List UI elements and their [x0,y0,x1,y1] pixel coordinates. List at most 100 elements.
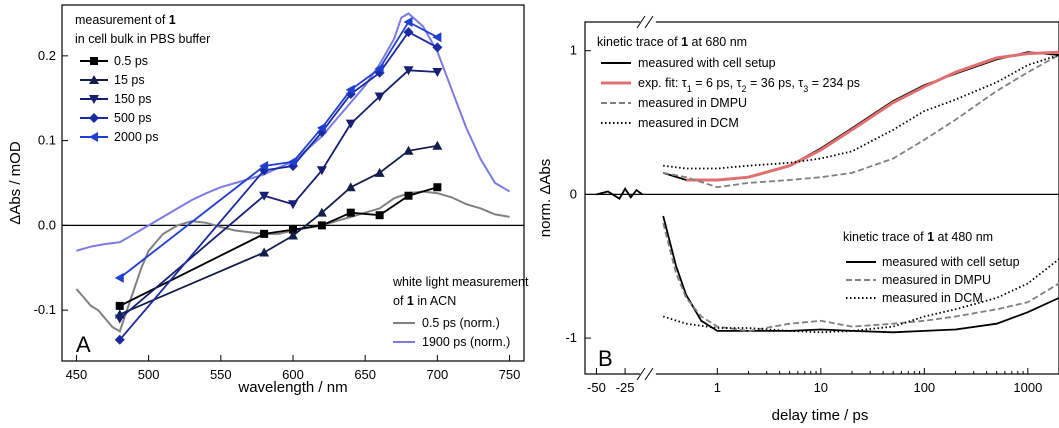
series-line [119,69,438,320]
data-point [403,145,414,155]
x-tick-label: 750 [499,367,521,382]
panel-a-y-label: ΔAbs / mOD [7,141,24,225]
data-point [288,230,298,240]
data-point [260,229,269,238]
legend-marker [89,95,99,104]
data-point [317,221,326,230]
panel-b-legend-480: kinetic trace of 1 at 480 nm measured wit… [843,230,1020,305]
data-point [316,207,327,217]
legend-title-line1: measurement of 1 [75,13,176,27]
legend-marker [89,113,99,123]
x-tick-label: 550 [210,367,232,382]
x-tick-label: 600 [282,367,304,382]
legend-label: 1900 ps (norm.) [422,335,510,349]
data-point [432,140,443,150]
data-point [403,66,414,76]
legend-label: 500 ps [114,111,152,125]
legend2-title-line1: white light measurement [392,275,529,289]
legend-title-line2: in cell bulk in PBS buffer [75,32,210,46]
data-point [403,16,413,27]
panel-b-frame [584,21,1059,375]
data-point [316,122,326,133]
legend-label: measured with cell setup [638,56,776,70]
legend-marker [89,132,98,142]
series-line [119,186,438,307]
legend-title: kinetic trace of 1 at 680 nm [597,35,747,49]
legend-marker [89,75,99,84]
legend-label: measured in DMPU [638,96,747,110]
y-tick-label: -1 [565,330,577,345]
panel-a-y-axis: -0.1 0.0 0.1 0.2 [34,48,68,317]
data-point [345,182,356,192]
legend-label: measured in DMPU [882,273,991,287]
data-point [374,63,384,74]
data-point [259,191,270,201]
series-line [596,186,643,200]
legend-label: 150 ps [114,92,152,106]
panel-a-label: A [76,332,91,357]
panel-b: -50 -25 1 10 100 1000 -1 0 1 delay time / ps no… [537,12,1059,424]
series-line [663,54,1059,189]
series-line [686,50,1059,182]
data-point [288,156,297,167]
panel-a-x-label: wavelength / nm [237,379,347,396]
panel-a-legend: measurement of 1 in cell bulk in PBS buf… [75,13,210,144]
series-line [663,54,1059,170]
legend-label: 2000 ps [114,130,158,144]
data-point [432,32,442,43]
x-tick-label: 450 [66,367,88,382]
data-point [403,27,414,38]
panel-b-marks [585,50,1059,334]
series-line [119,20,438,279]
panel-b-x-axis: -50 -25 1 10 100 1000 [587,368,1042,395]
legend-label: measured with cell setup [882,255,1020,269]
data-point [432,67,443,77]
panel-a: 450 500 550 600 650 700 750 -0.1 0.0 0.1 0.2 wave… [7,4,529,396]
legend-label: exp. fit: τ1 = 6 ps, τ2 = 36 ps, τ3 = 23… [638,76,860,94]
x-tick-label: -50 [587,380,606,395]
y-tick-label: 0.0 [38,217,56,232]
data-point [115,301,124,310]
data-point [114,272,124,283]
panel-b-x-label: delay time / ps [772,407,869,424]
legend2-title-line2: of 1 in ACN [393,294,456,308]
panel-a-legend-2: white light measurement of 1 in ACN 0.5 … [392,275,529,349]
data-point [345,84,355,95]
x-tick-label: 10 [814,380,828,395]
y-tick-label: 0.2 [38,48,56,63]
legend-label: measured in DCM [638,116,739,130]
data-point [114,314,125,324]
data-point [259,161,269,172]
x-tick-label: 1 [714,380,721,395]
x-tick-label: 100 [913,380,935,395]
series-line [662,222,1059,332]
axis-break-top [636,15,654,29]
x-tick-label: 650 [354,367,376,382]
y-tick-label: 1 [570,43,577,58]
data-point [346,208,355,217]
x-tick-label: 1000 [1013,380,1042,395]
data-point [259,247,270,257]
y-tick-label: -0.1 [34,302,56,317]
axis-break-bottom [636,367,654,381]
data-point [375,211,384,220]
x-tick-label: 500 [138,367,160,382]
legend-label: measured in DCM [882,291,983,305]
data-point [404,191,413,200]
legend-title: kinetic trace of 1 at 480 nm [843,230,993,244]
legend-label: 0.5 ps (norm.) [422,316,500,330]
data-point [432,42,443,53]
y-tick-label: 0.1 [38,133,56,148]
y-tick-label: 0 [570,186,577,201]
legend-label: 0.5 ps [114,54,148,68]
panel-a-x-axis: 450 500 550 600 650 700 750 [66,355,521,382]
legend-label: 15 ps [114,73,145,87]
data-point [374,92,385,102]
series-line [119,144,438,316]
data-point [288,200,298,210]
data-point [374,167,385,177]
panel-b-legend-680: kinetic trace of 1 at 680 nm measured wit… [597,35,860,130]
series-line [75,190,510,333]
panel-b-label: B [598,346,613,371]
